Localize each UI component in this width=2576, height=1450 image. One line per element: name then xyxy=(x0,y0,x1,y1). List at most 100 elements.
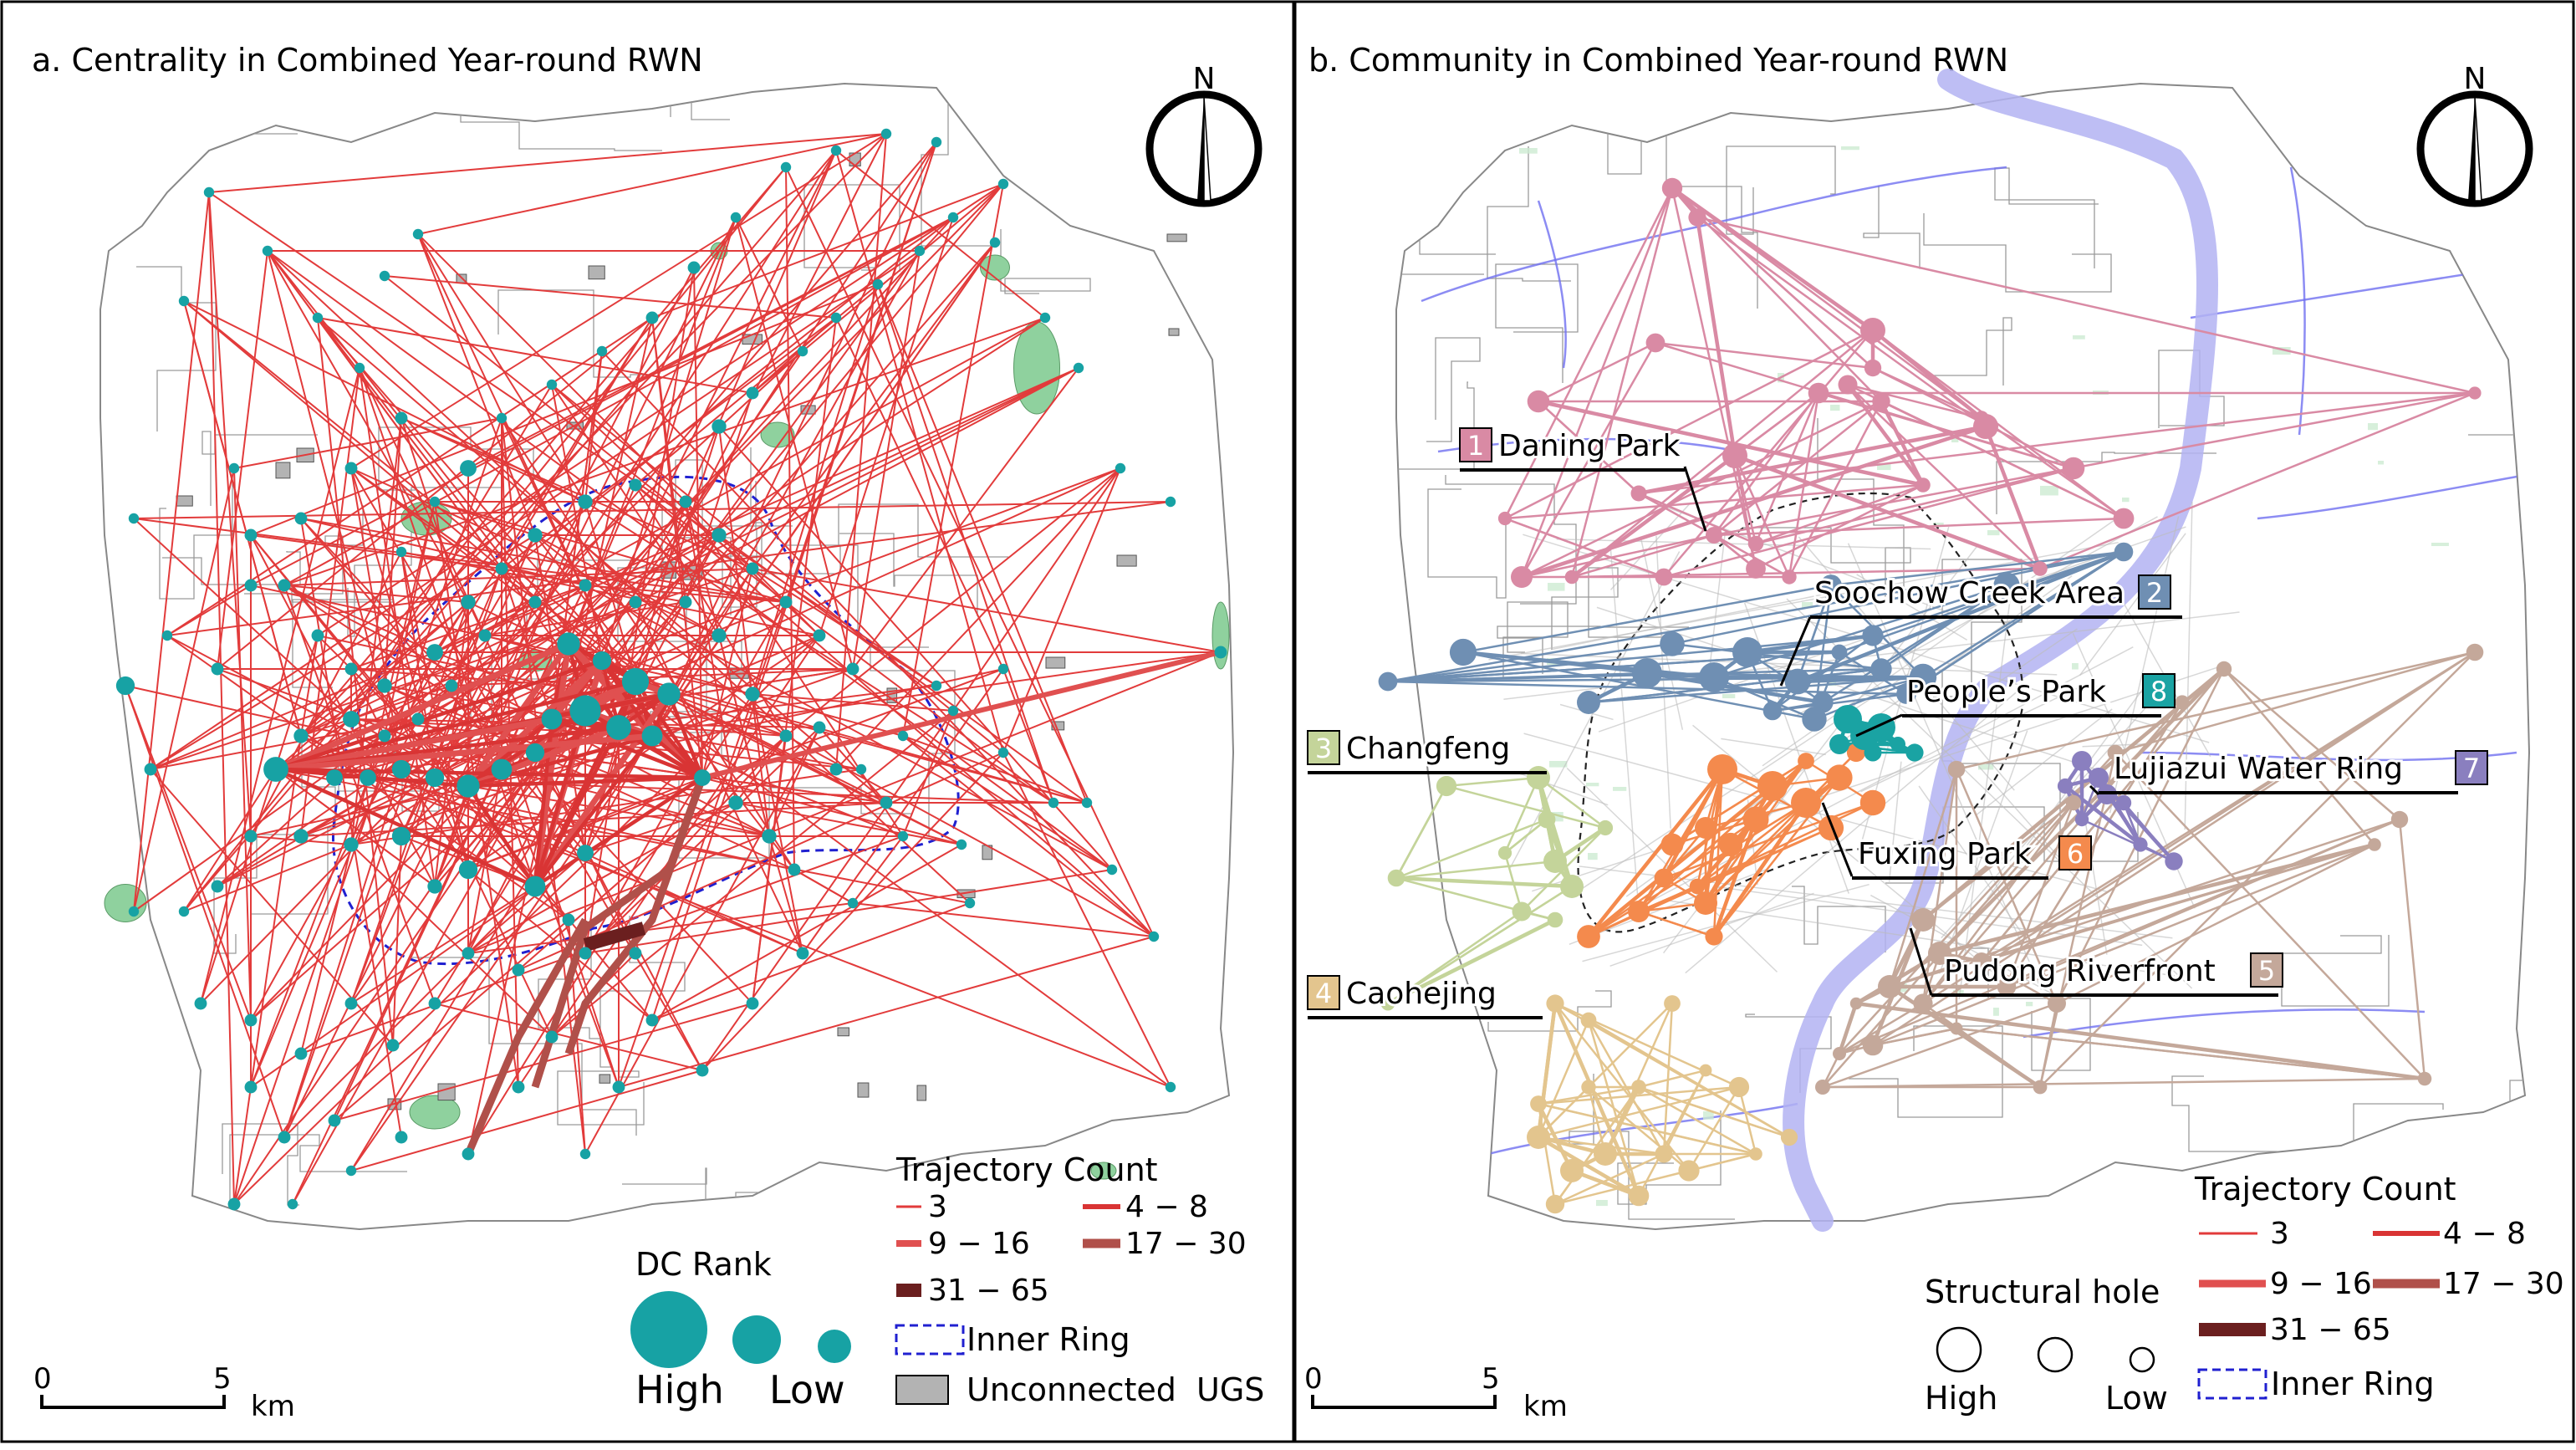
community-number: 1 xyxy=(1467,430,1484,462)
park-node xyxy=(989,237,1001,248)
trajectory-edge xyxy=(467,775,703,789)
community-node xyxy=(1436,775,1457,797)
park-node xyxy=(578,494,593,509)
scale-bar-b: 0 5 km xyxy=(1304,1362,1568,1423)
community-edge xyxy=(1755,483,1924,570)
community-node xyxy=(1706,527,1722,544)
community-edge xyxy=(1387,642,1673,683)
green-space-faint xyxy=(2026,1002,2033,1007)
inter-community-edge xyxy=(1550,591,1834,651)
green-space-faint xyxy=(1933,523,1944,527)
trajectory-edge xyxy=(650,734,704,779)
community-edge xyxy=(1537,1103,1557,1205)
park-node xyxy=(746,386,759,400)
community-node xyxy=(1749,1147,1762,1161)
district-boundary xyxy=(229,1134,407,1225)
community-edge xyxy=(1655,341,2074,470)
trajectory-edge xyxy=(701,752,1004,1071)
trajectory-edge xyxy=(317,317,636,682)
unconnected-ugs-patch xyxy=(1168,328,1180,336)
park-node xyxy=(144,763,157,776)
community-edge xyxy=(1822,1002,2058,1089)
green-space-faint xyxy=(2378,461,2385,465)
trajectory-edge xyxy=(601,467,1121,661)
park-node xyxy=(1165,1081,1176,1093)
park-node xyxy=(354,362,365,374)
trajectory-edge xyxy=(793,869,854,904)
trajectory-edge xyxy=(417,233,536,536)
green-space-faint xyxy=(1722,694,1736,699)
community-node xyxy=(1688,208,1706,227)
community-edge xyxy=(1504,329,1874,520)
community-edge xyxy=(1663,467,2074,579)
community-node xyxy=(1497,845,1512,860)
community-edge xyxy=(1712,392,1820,536)
park-node xyxy=(679,495,692,508)
trajectory-edge xyxy=(835,150,1046,319)
community-node xyxy=(1530,1095,1547,1112)
community-node xyxy=(1695,817,1716,839)
district-boundary xyxy=(1445,475,1577,605)
park-node xyxy=(194,997,207,1010)
community-name: Caohejing xyxy=(1346,977,1497,1011)
community-number: 2 xyxy=(2146,577,2163,609)
trajectory-edge xyxy=(501,417,795,871)
trajectory-edge xyxy=(768,727,820,837)
community-edge xyxy=(1837,1003,1859,1054)
community-edge xyxy=(1696,216,2476,395)
trajectory-edge xyxy=(852,902,1155,937)
park-node xyxy=(1165,496,1176,508)
trajectory-edge xyxy=(275,658,603,772)
community-edge xyxy=(1905,550,2125,696)
community-edge xyxy=(1588,785,1773,937)
park-node xyxy=(780,161,792,173)
district-boundary xyxy=(1396,381,1475,470)
park-node xyxy=(294,512,308,525)
trajectory-edge xyxy=(283,217,954,586)
trajectory-edge-strong xyxy=(564,776,706,1055)
community-node xyxy=(1784,668,1811,695)
park-node xyxy=(997,747,1009,758)
park-node xyxy=(412,228,424,240)
trajectory-edge xyxy=(902,735,1088,804)
community-node xyxy=(1449,638,1477,666)
community-edge xyxy=(1588,676,1924,704)
park-node xyxy=(696,1064,709,1077)
community-node xyxy=(1746,559,1766,579)
trajectory-edge xyxy=(484,601,686,636)
community-edge xyxy=(1387,550,2125,683)
trajectory-edge xyxy=(300,133,887,737)
park-node xyxy=(545,1030,559,1044)
trajectory-edge xyxy=(434,601,469,887)
community-edge xyxy=(1712,801,1808,938)
park-node xyxy=(395,1131,408,1144)
green-space-faint xyxy=(2272,347,2291,355)
community-edge xyxy=(1638,910,1715,938)
unconnected-ugs-patch xyxy=(857,1082,870,1098)
community-edge xyxy=(1696,802,1807,887)
green-space-faint xyxy=(1993,1008,1999,1016)
community-number-box xyxy=(2142,673,2176,708)
trajectory-edge xyxy=(434,242,996,887)
trajectory-edge xyxy=(392,835,402,1046)
trajectory-edge xyxy=(300,518,586,854)
community-edge xyxy=(1638,391,2476,495)
trajectory-edge xyxy=(417,133,887,235)
trajectory-edge xyxy=(651,902,971,1021)
trajectory-edge xyxy=(233,735,302,1205)
park-node xyxy=(495,562,508,575)
unconnected-ugs-patch xyxy=(599,1074,611,1084)
park-node xyxy=(128,906,140,917)
park-node xyxy=(411,712,425,726)
park-node xyxy=(203,186,215,198)
community-node xyxy=(1564,569,1579,585)
community-node xyxy=(1762,701,1783,721)
community-node xyxy=(1689,878,1706,895)
trajectory-edge xyxy=(584,869,1113,954)
community-node xyxy=(1950,1022,1963,1035)
community-edge xyxy=(1538,1102,1757,1156)
trajectory-edge xyxy=(752,242,996,569)
park-node xyxy=(311,629,324,642)
park-node xyxy=(579,579,592,592)
north-arrow-b: N xyxy=(2416,62,2533,207)
